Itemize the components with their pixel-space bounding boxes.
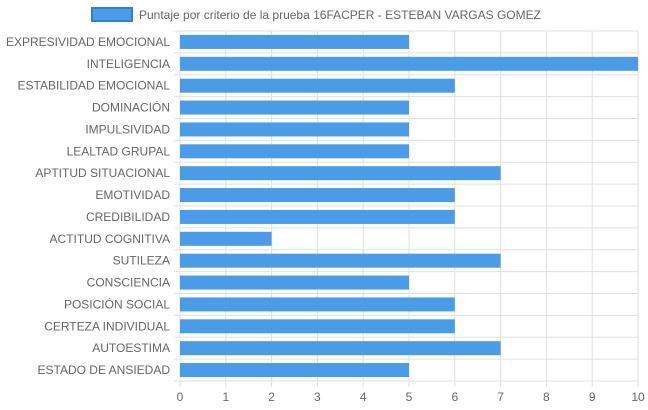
bar[interactable] bbox=[180, 297, 455, 312]
bar[interactable] bbox=[180, 363, 409, 378]
value-tick-label: 4 bbox=[360, 390, 367, 404]
bar[interactable] bbox=[180, 341, 501, 356]
category-label: DOMINACIÓN bbox=[92, 100, 170, 115]
bar[interactable] bbox=[180, 253, 501, 268]
category-label: ACTITUD COGNITIVA bbox=[50, 232, 170, 246]
category-label: CONSCIENCIA bbox=[87, 276, 170, 290]
bar[interactable] bbox=[180, 166, 501, 181]
legend-label: Puntaje por criterio de la prueba 16FACP… bbox=[139, 8, 541, 22]
bar[interactable] bbox=[180, 231, 272, 246]
bar[interactable] bbox=[180, 209, 455, 224]
value-tick-label: 10 bbox=[631, 390, 645, 404]
bar[interactable] bbox=[180, 319, 455, 334]
category-label: EMOTIVIDAD bbox=[95, 188, 170, 202]
category-label: CREDIBILIDAD bbox=[86, 210, 170, 224]
bar[interactable] bbox=[180, 56, 638, 71]
bar[interactable] bbox=[180, 34, 409, 49]
bar[interactable] bbox=[180, 78, 455, 93]
value-axis-labels: 0 1 2 3 4 5 6 7 8 9 10 bbox=[177, 390, 645, 404]
value-tick-label: 5 bbox=[406, 390, 413, 404]
category-label: APTITUD SITUACIONAL bbox=[35, 166, 170, 180]
value-tick-label: 6 bbox=[451, 390, 458, 404]
value-tick-label: 0 bbox=[177, 390, 184, 404]
category-label: CERTEZA INDIVIDUAL bbox=[44, 319, 170, 333]
category-label: IMPULSIVIDAD bbox=[85, 122, 170, 136]
value-tick-label: 2 bbox=[268, 390, 275, 404]
value-tick-label: 3 bbox=[314, 390, 321, 404]
category-label: SUTILEZA bbox=[113, 254, 170, 268]
category-label: ESTADO DE ANSIEDAD bbox=[38, 363, 171, 377]
category-label: LEALTAD GRUPAL bbox=[67, 144, 171, 158]
bar[interactable] bbox=[180, 100, 409, 115]
category-label: INTELIGENCIA bbox=[87, 57, 170, 71]
legend-swatch bbox=[91, 7, 133, 22]
legend[interactable]: Puntaje por criterio de la prueba 16FACP… bbox=[91, 7, 541, 22]
bar[interactable] bbox=[180, 188, 455, 203]
value-tick-label: 8 bbox=[543, 390, 550, 404]
bar[interactable] bbox=[180, 144, 409, 159]
value-tick-label: 1 bbox=[222, 390, 229, 404]
value-tick-label: 9 bbox=[589, 390, 596, 404]
category-label: POSICIÓN SOCIAL bbox=[64, 296, 170, 311]
category-axis-labels: EXPRESIVIDAD EMOCIONAL INTELIGENCIA ESTABI… bbox=[6, 35, 170, 377]
category-label: AUTOESTIMA bbox=[92, 341, 170, 355]
category-label: ESTABILIDAD EMOCIONAL bbox=[18, 79, 171, 93]
category-label: EXPRESIVIDAD EMOCIONAL bbox=[6, 35, 170, 49]
value-tick-label: 7 bbox=[497, 390, 504, 404]
bar[interactable] bbox=[180, 122, 409, 137]
bar[interactable] bbox=[180, 275, 409, 290]
bars bbox=[180, 34, 638, 378]
